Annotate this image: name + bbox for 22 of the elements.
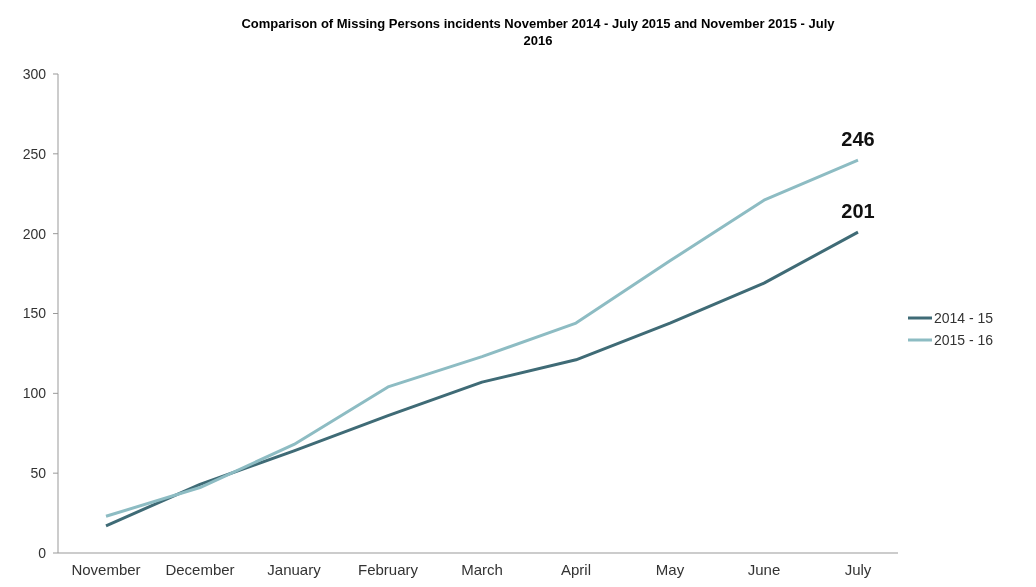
x-tick-label: January [267, 561, 322, 578]
x-tick-label: April [560, 561, 592, 578]
line-series [104, 230, 860, 528]
y-tick-label: 150 [22, 305, 47, 322]
y-tick-label: 200 [22, 225, 47, 242]
chart-title: Comparison of Missing Persons incidents November 2014 - July 2015 and November 2015 - July 2016 [241, 16, 836, 48]
y-tick-label: 100 [22, 385, 47, 402]
x-tick-label: December [165, 561, 235, 578]
y-tick-label: 0 [38, 544, 47, 561]
x-tick-label: May [655, 561, 685, 578]
x-tick-label: March [461, 561, 503, 578]
data-label: 246 [841, 128, 875, 151]
y-tick-label: 300 [22, 65, 47, 82]
x-tick-label: November [71, 561, 141, 578]
legend-label: 2014 - 15 [934, 309, 994, 326]
x-tick-label: July [844, 561, 872, 578]
y-tick-label: 250 [22, 145, 47, 162]
legend-label: 2015 - 16 [934, 331, 994, 348]
data-label: 201 [841, 200, 875, 223]
y-tick-label: 50 [30, 465, 47, 482]
x-tick-label: June [747, 561, 781, 578]
x-tick-label: February [357, 561, 419, 578]
